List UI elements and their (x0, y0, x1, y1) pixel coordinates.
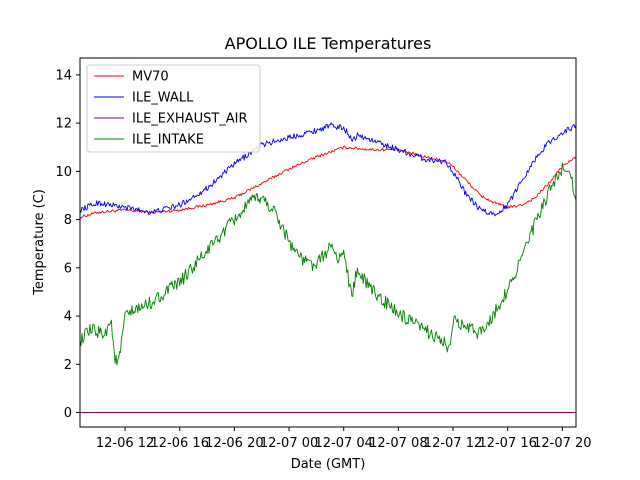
x-axis-label: Date (GMT) (291, 457, 366, 472)
legend-label: MV70 (132, 70, 169, 85)
legend-box (86, 64, 261, 153)
chart-title: APOLLO ILE Temperatures (225, 34, 432, 53)
y-tick-label: 14 (55, 68, 72, 83)
series-layer (79, 122, 577, 414)
series-line-ile-wall (79, 122, 577, 217)
axes-frame (79, 57, 577, 428)
y-tick-label: 12 (55, 117, 72, 132)
y-tick-label: 6 (64, 261, 72, 276)
legend: MV70 ILE_WALL ILE_EXHAUST_AIR ILE_INTAKE (86, 64, 261, 153)
x-tick-label: 12-06 12 (96, 436, 154, 451)
legend-label: ILE_EXHAUST_AIR (132, 112, 248, 127)
y-tick-label: 4 (64, 310, 72, 325)
legend-label: ILE_WALL (132, 91, 194, 106)
x-tick-label: 12-07 08 (369, 436, 427, 451)
y-tick-label: 8 (64, 213, 72, 228)
series-line-ile-intake (79, 162, 577, 366)
y-tick-label: 0 (64, 406, 72, 421)
x-tick-label: 12-07 20 (533, 436, 591, 451)
y-tick-label: 10 (55, 165, 72, 180)
legend-label: ILE_INTAKE (132, 133, 204, 148)
x-tick-label: 12-07 04 (314, 436, 372, 451)
series-line-mv70 (79, 145, 577, 219)
x-tick-label: 12-06 20 (205, 436, 263, 451)
y-axis-label: Temperature (C) (32, 189, 47, 296)
y-tick-label: 2 (64, 358, 72, 373)
x-tick-label: 12-07 00 (260, 436, 318, 451)
x-tick-label: 12-07 12 (424, 436, 482, 451)
x-tick-label: 12-06 16 (151, 436, 209, 451)
x-tick-label: 12-07 16 (478, 436, 536, 451)
